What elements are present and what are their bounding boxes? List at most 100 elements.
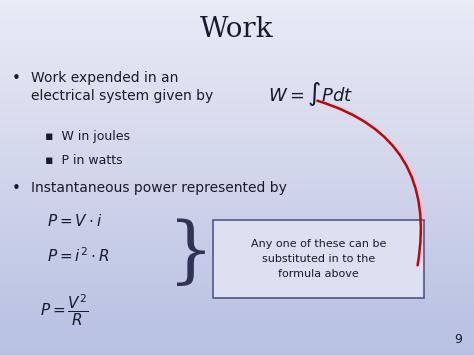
Bar [0,232,474,233]
Bar [0,269,474,270]
Bar [0,60,474,61]
Bar [0,122,474,123]
Bar [0,88,474,89]
Bar [0,160,474,161]
Bar [0,242,474,244]
Bar [0,200,474,201]
Bar [0,266,474,267]
Bar [0,340,474,341]
Bar [0,196,474,198]
Bar [0,134,474,135]
Bar [0,70,474,71]
Bar [0,166,474,167]
Bar [0,6,474,7]
Bar [0,299,474,301]
Bar [0,274,474,276]
Bar [0,235,474,237]
Bar [0,56,474,57]
Bar [0,4,474,5]
Bar [0,155,474,156]
Bar [0,267,474,269]
Bar [0,353,474,354]
Text: }: } [168,219,214,289]
Bar [0,318,474,320]
Bar [0,199,474,200]
Bar [0,255,474,256]
Bar [0,257,474,258]
Bar [0,351,474,353]
Bar [0,170,474,171]
Bar [0,100,474,102]
Bar [0,273,474,274]
Bar [0,186,474,187]
Bar [0,111,474,113]
Bar [0,93,474,95]
Bar [0,302,474,303]
Bar [0,159,474,160]
Bar [0,137,474,138]
Bar [0,110,474,111]
Bar [0,336,474,337]
Bar [0,208,474,209]
Bar [0,104,474,105]
Text: Work: Work [200,16,274,43]
Bar [0,206,474,207]
Bar [0,99,474,100]
Bar [0,315,474,316]
Bar [0,154,474,155]
Bar [0,169,474,170]
Bar [0,64,474,65]
Bar [0,136,474,137]
Bar [0,123,474,124]
Bar [0,8,474,10]
Bar [0,301,474,302]
Bar [0,138,474,140]
Bar [0,61,474,63]
Bar [0,191,474,192]
Bar [0,58,474,59]
Bar [0,350,474,351]
Bar [0,209,474,211]
Text: •: • [12,181,21,196]
Bar [0,175,474,176]
Bar [0,228,474,230]
Bar [0,265,474,266]
Bar [0,298,474,299]
Bar [0,46,474,47]
Bar [0,102,474,103]
Bar [0,148,474,149]
Bar [0,225,474,226]
Bar [0,53,474,54]
Bar [0,78,474,79]
Bar [0,17,474,18]
Bar [0,118,474,120]
Bar [0,263,474,264]
Bar [0,333,474,334]
Bar [0,202,474,203]
Bar [0,11,474,12]
Bar [0,115,474,116]
Bar [0,79,474,81]
Bar [0,252,474,253]
Bar [0,256,474,257]
Bar [0,181,474,182]
Bar [0,264,474,265]
Bar [0,278,474,279]
Bar [0,231,474,232]
Bar [0,153,474,154]
Bar [0,294,474,295]
Bar [0,285,474,286]
Bar [0,91,474,92]
Bar [0,311,474,312]
Bar [0,95,474,96]
Bar [0,83,474,84]
Bar [0,341,474,342]
Bar [0,85,474,86]
Bar [0,106,474,108]
Text: 9: 9 [454,333,462,346]
Bar [0,42,474,43]
Bar [0,258,474,259]
Bar [0,344,474,345]
Bar [0,146,474,147]
Bar [0,143,474,144]
